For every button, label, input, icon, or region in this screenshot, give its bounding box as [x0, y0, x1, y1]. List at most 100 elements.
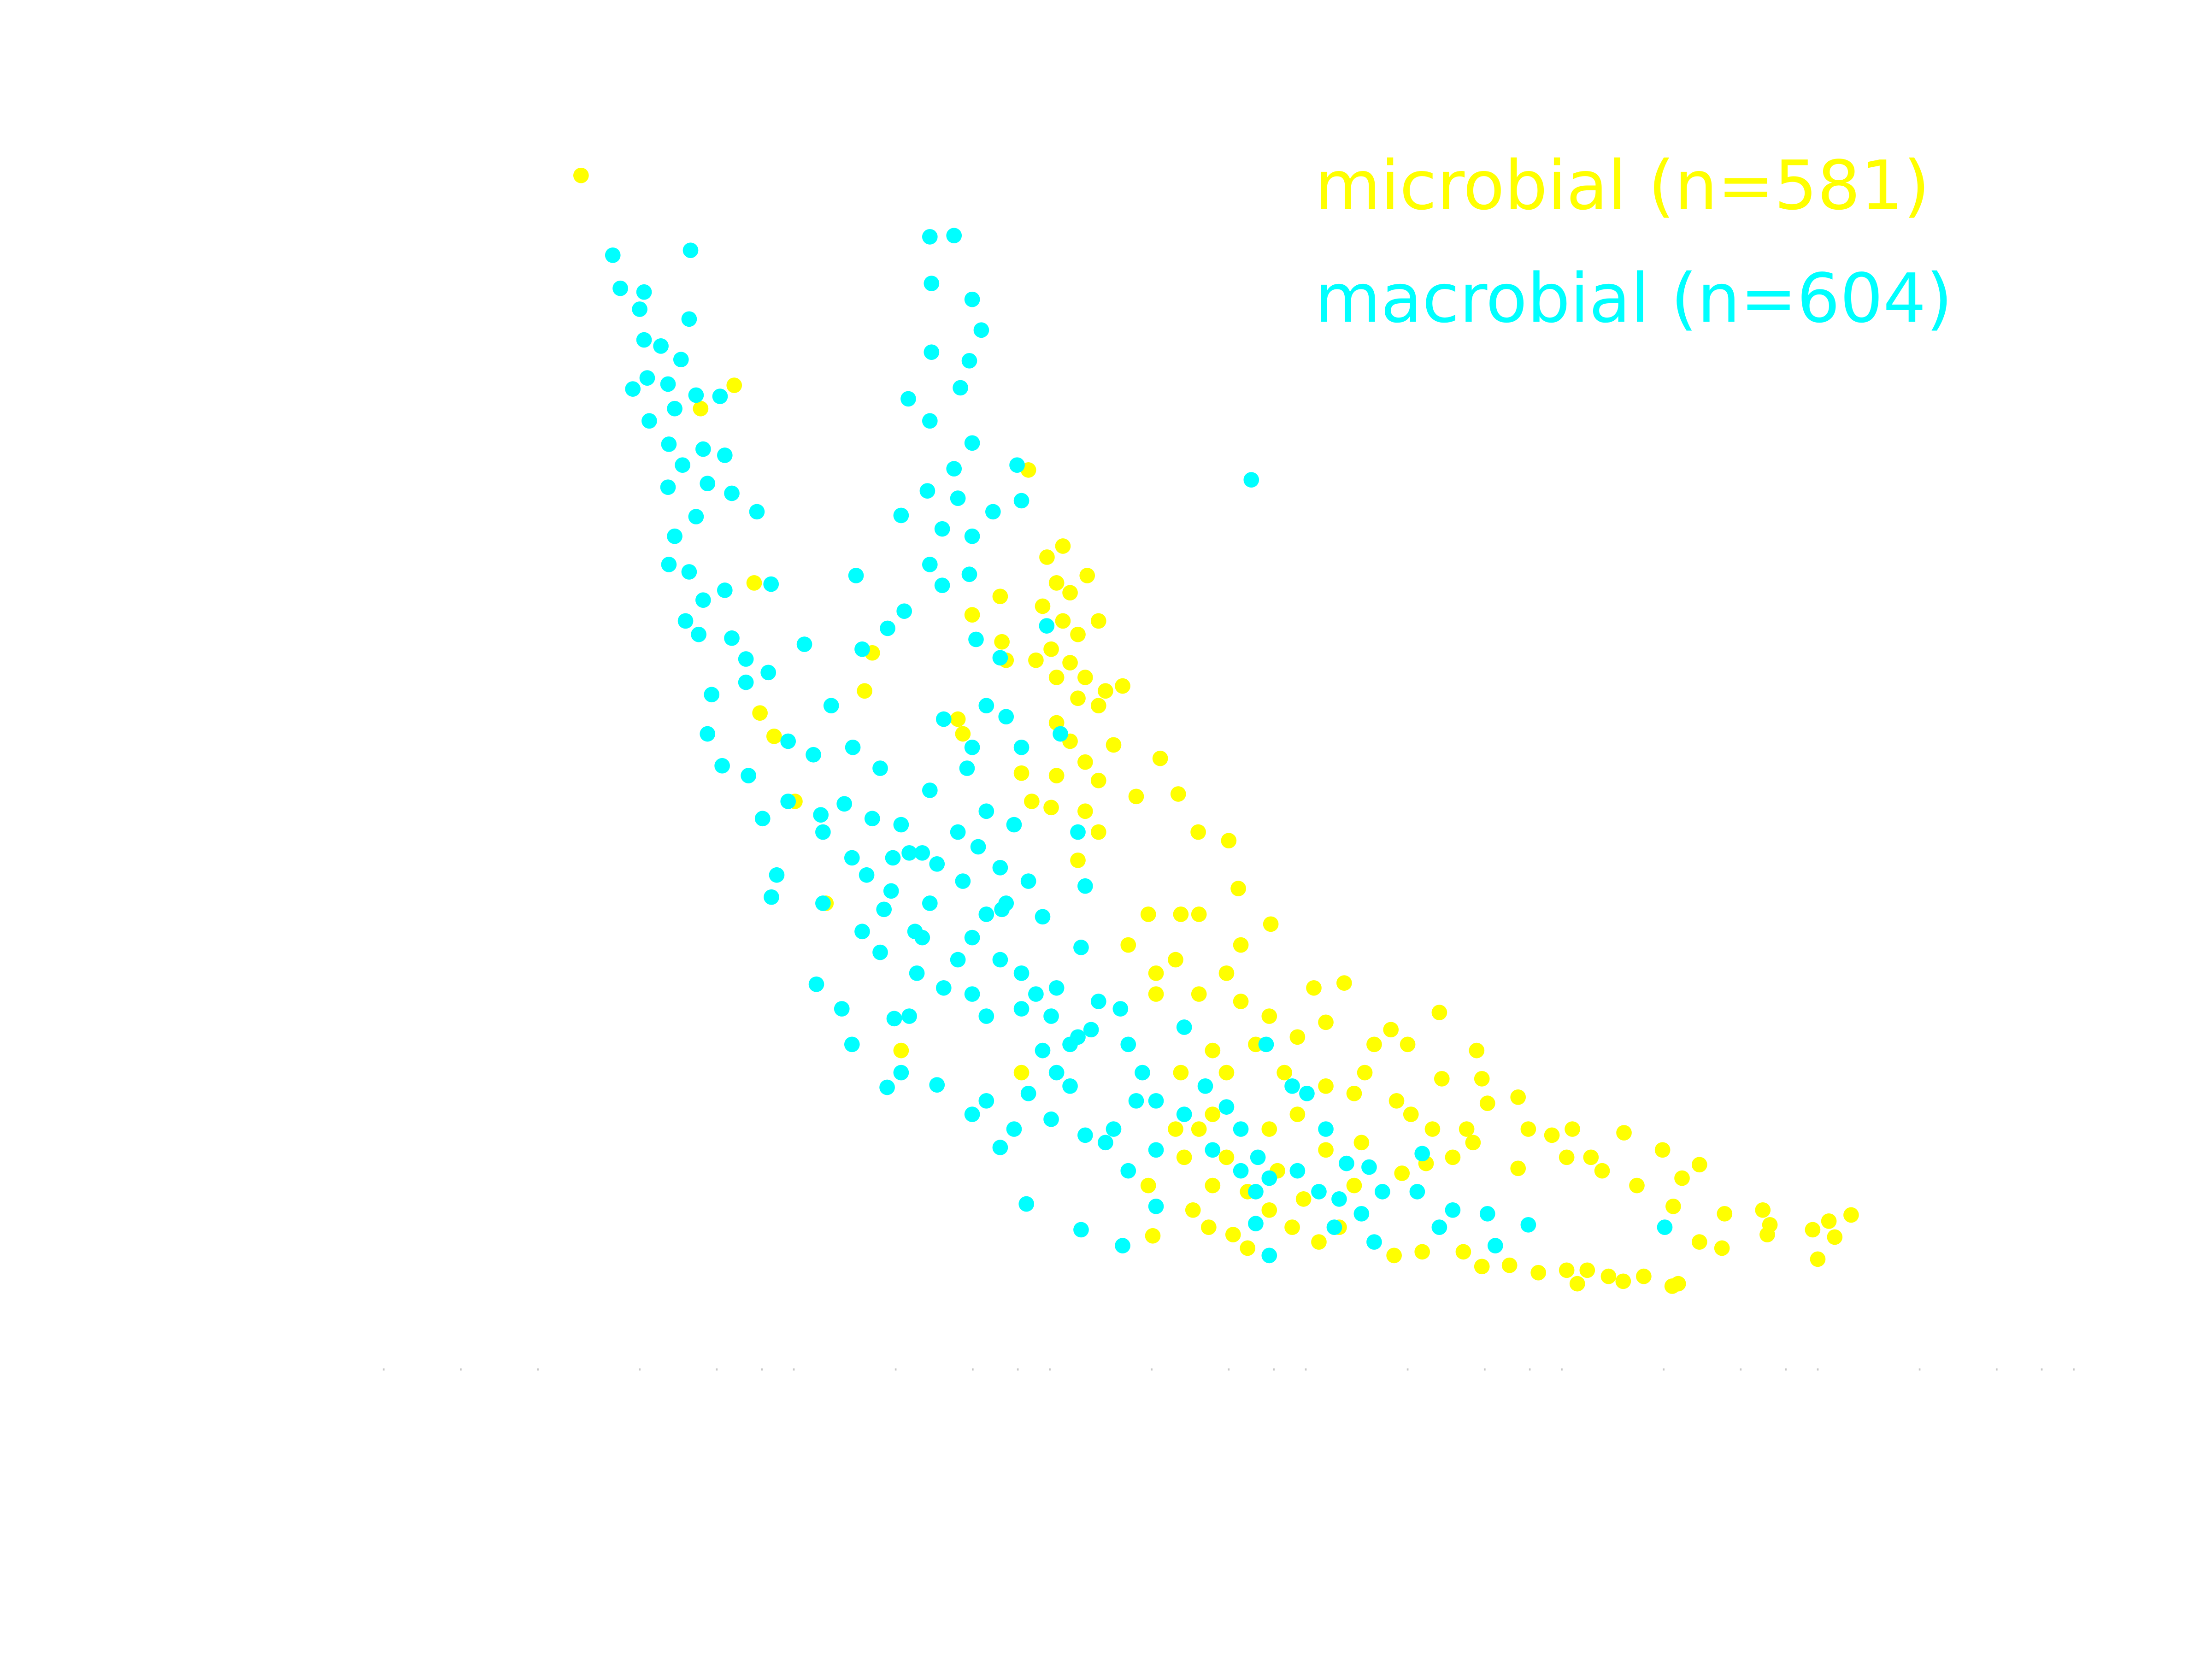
scatter-point [1077, 1127, 1093, 1143]
scatter-point [717, 582, 733, 598]
scatter-point [907, 924, 923, 940]
scatter-point [901, 845, 917, 861]
scatter-point [625, 381, 641, 397]
scatter-point [1039, 618, 1055, 634]
scatter-point [964, 607, 980, 623]
scatter-point [1028, 652, 1044, 668]
scatter-point [1233, 1121, 1249, 1137]
scatter-point [1289, 1163, 1306, 1179]
scatter-point [661, 436, 677, 452]
scatter-point [1616, 1125, 1632, 1141]
scatter-point [1487, 1238, 1503, 1253]
scatter-point [1135, 1065, 1150, 1081]
scatter-point [1062, 655, 1078, 671]
scatter-point [1445, 1149, 1461, 1165]
scatter-point [1233, 937, 1249, 953]
scatter-point [1375, 1184, 1390, 1200]
scatter-point [813, 807, 829, 823]
scatter-point [1020, 1085, 1036, 1101]
scatter-point [1318, 1121, 1334, 1137]
scatter-point [1654, 1142, 1671, 1158]
scatter-point [738, 674, 754, 690]
scatter-point [1055, 538, 1071, 554]
scatter-point [950, 824, 966, 840]
scatter-point [854, 924, 870, 940]
scatter-point [1674, 1170, 1690, 1186]
scatter-point [901, 1008, 917, 1024]
scatter-point [1197, 1078, 1213, 1094]
scatter-point [691, 626, 706, 642]
scatter-point [1474, 1259, 1490, 1275]
scatter-point [1035, 598, 1051, 614]
scatter-point [1248, 1216, 1264, 1231]
scatter-point [1048, 768, 1065, 783]
scatter-point [661, 557, 677, 572]
scatter-point [1073, 1222, 1089, 1238]
scatter-point [1218, 1149, 1235, 1165]
scatter-point [1112, 1001, 1129, 1017]
scatter-point [1409, 1184, 1425, 1200]
scatter-point [1115, 678, 1130, 694]
scatter-point [1261, 1202, 1277, 1218]
scatter-point [955, 873, 971, 889]
scatter-point [1043, 1111, 1059, 1127]
scatter-point [667, 400, 682, 417]
scatter-point [1013, 493, 1030, 509]
scatter-point [1221, 833, 1237, 849]
legend-label: macrobial (n=604) [1315, 259, 1953, 338]
scatter-point [660, 479, 676, 495]
scatter-point [660, 376, 676, 392]
scatter-point [1077, 670, 1093, 685]
scatter-point [695, 592, 711, 608]
scatter-point [1520, 1217, 1536, 1233]
scatter-point [1098, 1135, 1113, 1151]
scatter-point [1039, 549, 1055, 565]
scatter-point [1013, 1001, 1030, 1017]
scatter-point [1366, 1036, 1382, 1053]
scatter-point [1233, 1163, 1249, 1179]
scatter-point [1168, 1121, 1183, 1137]
scatter-point [1361, 1159, 1377, 1175]
scatter-point [1431, 1005, 1447, 1020]
scatter-point [1530, 1265, 1547, 1281]
scatter-point [1263, 916, 1279, 932]
scatter-point [1346, 1085, 1362, 1101]
scatter-point [1469, 1042, 1485, 1059]
scatter-point [605, 247, 621, 263]
scatter-point [922, 413, 938, 429]
scatter-point [1077, 878, 1093, 894]
scatter-point [893, 817, 909, 833]
scatter-point [1176, 1106, 1192, 1122]
scatter-point [682, 242, 699, 258]
scatter-point [1077, 803, 1093, 819]
scatter-point [1346, 1177, 1362, 1194]
scatter-point [1083, 1022, 1099, 1038]
scatter-point [815, 824, 831, 840]
scatter-point [1218, 965, 1235, 981]
scatter-point [844, 1036, 860, 1053]
scatter-point [823, 698, 839, 714]
scatter-point [1140, 1177, 1156, 1194]
scatter-point [978, 1008, 994, 1024]
scatter-point [978, 906, 994, 922]
scatter-point [1664, 1278, 1680, 1294]
scatter-point [641, 413, 657, 429]
scatter-point [950, 490, 966, 506]
scatter-point [1205, 1177, 1221, 1194]
scatter-point [1148, 1093, 1164, 1109]
scatter-point [1326, 1219, 1342, 1235]
scatter-point [994, 634, 1010, 650]
scatter-point [1465, 1135, 1481, 1151]
scatter-point [973, 322, 989, 338]
scatter-point [573, 167, 589, 183]
scatter-point [749, 504, 765, 520]
scatter-point [1383, 1022, 1399, 1038]
scatter-point [964, 930, 980, 946]
scatter-point [1115, 1238, 1130, 1253]
scatter-point [1336, 975, 1352, 991]
scatter-point [1190, 824, 1206, 840]
scatter-point [992, 952, 1008, 968]
scatter-point [681, 564, 697, 580]
scatter-point [1615, 1273, 1631, 1289]
